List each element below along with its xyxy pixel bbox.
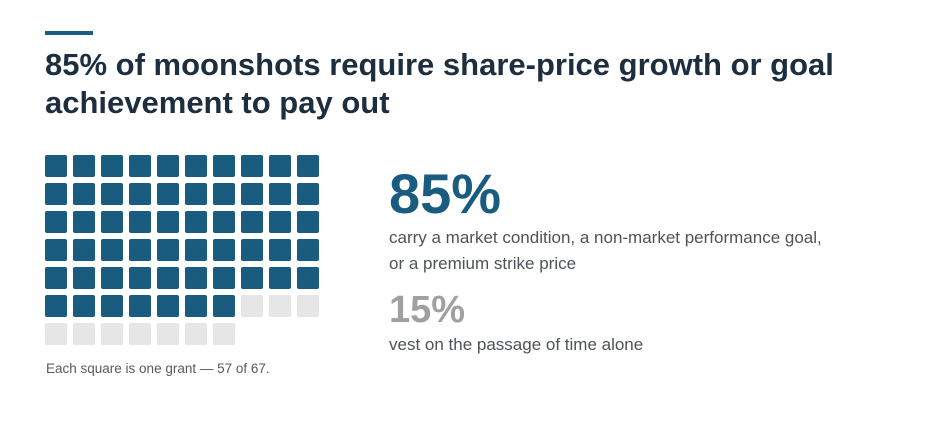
waffle-square-filled bbox=[185, 183, 207, 205]
waffle-square-empty bbox=[241, 295, 263, 317]
waffle-square-filled bbox=[101, 183, 123, 205]
waffle-square-filled bbox=[45, 155, 67, 177]
waffle-square-filled bbox=[297, 267, 319, 289]
waffle-square-empty bbox=[129, 323, 151, 345]
waffle-square-filled bbox=[241, 183, 263, 205]
waffle-square-empty bbox=[269, 295, 291, 317]
primary-stat-value: 85% bbox=[389, 162, 502, 225]
primary-stat-description: carry a market condition, a non-market p… bbox=[389, 228, 822, 273]
waffle-square-filled bbox=[213, 155, 235, 177]
waffle-square-filled bbox=[297, 155, 319, 177]
secondary-stat-value: 15% bbox=[389, 289, 466, 331]
waffle-square-empty bbox=[213, 323, 235, 345]
waffle-square-filled bbox=[185, 267, 207, 289]
waffle-square-filled bbox=[101, 267, 123, 289]
waffle-square-filled bbox=[129, 295, 151, 317]
primary-stat: 85% carry a market condition, a non-mark… bbox=[389, 163, 834, 277]
waffle-square-filled bbox=[185, 295, 207, 317]
waffle-square-filled bbox=[269, 267, 291, 289]
waffle-square-filled bbox=[129, 183, 151, 205]
waffle-square-filled bbox=[213, 295, 235, 317]
waffle-square-filled bbox=[297, 211, 319, 233]
waffle-square-filled bbox=[241, 267, 263, 289]
waffle-square-filled bbox=[213, 267, 235, 289]
waffle-square-filled bbox=[73, 267, 95, 289]
waffle-square-filled bbox=[157, 183, 179, 205]
waffle-chart bbox=[45, 155, 321, 347]
waffle-square-filled bbox=[45, 183, 67, 205]
waffle-square-filled bbox=[73, 295, 95, 317]
waffle-square-filled bbox=[213, 183, 235, 205]
waffle-square-filled bbox=[45, 295, 67, 317]
waffle-square-filled bbox=[101, 155, 123, 177]
waffle-square-filled bbox=[185, 211, 207, 233]
accent-rule bbox=[45, 31, 93, 35]
waffle-square-filled bbox=[129, 239, 151, 261]
waffle-square-filled bbox=[129, 267, 151, 289]
waffle-square-filled bbox=[269, 183, 291, 205]
waffle-square-filled bbox=[73, 239, 95, 261]
waffle-square-filled bbox=[45, 267, 67, 289]
waffle-square-filled bbox=[297, 239, 319, 261]
waffle-square-filled bbox=[73, 183, 95, 205]
waffle-square-filled bbox=[185, 155, 207, 177]
waffle-square-filled bbox=[101, 211, 123, 233]
waffle-square-empty bbox=[157, 323, 179, 345]
waffle-square-filled bbox=[73, 155, 95, 177]
waffle-square-empty bbox=[297, 295, 319, 317]
waffle-square-filled bbox=[129, 155, 151, 177]
waffle-square-filled bbox=[73, 211, 95, 233]
waffle-square-filled bbox=[297, 183, 319, 205]
waffle-square-filled bbox=[101, 239, 123, 261]
waffle-caption: Each square is one grant — 57 of 67. bbox=[46, 361, 270, 376]
waffle-square-filled bbox=[157, 211, 179, 233]
waffle-square-empty bbox=[101, 323, 123, 345]
waffle-square-empty bbox=[185, 323, 207, 345]
waffle-square-filled bbox=[45, 211, 67, 233]
waffle-square-filled bbox=[157, 267, 179, 289]
waffle-square-empty bbox=[45, 323, 67, 345]
waffle-square-filled bbox=[185, 239, 207, 261]
waffle-square-filled bbox=[241, 155, 263, 177]
waffle-square-filled bbox=[129, 211, 151, 233]
waffle-square-filled bbox=[241, 239, 263, 261]
waffle-square-filled bbox=[241, 211, 263, 233]
headline: 85% of moonshots require share-price gro… bbox=[45, 47, 834, 120]
waffle-square-filled bbox=[269, 239, 291, 261]
waffle-square-filled bbox=[269, 211, 291, 233]
waffle-square-filled bbox=[45, 239, 67, 261]
waffle-square-filled bbox=[157, 155, 179, 177]
waffle-square-empty bbox=[73, 323, 95, 345]
secondary-stat-description: vest on the passage of time alone bbox=[389, 335, 644, 354]
waffle-square-filled bbox=[101, 295, 123, 317]
waffle-square-filled bbox=[213, 211, 235, 233]
waffle-square-filled bbox=[157, 239, 179, 261]
secondary-stat: 15% vest on the passage of time alone bbox=[389, 288, 834, 358]
waffle-square-filled bbox=[269, 155, 291, 177]
waffle-square-filled bbox=[213, 239, 235, 261]
waffle-square-filled bbox=[157, 295, 179, 317]
